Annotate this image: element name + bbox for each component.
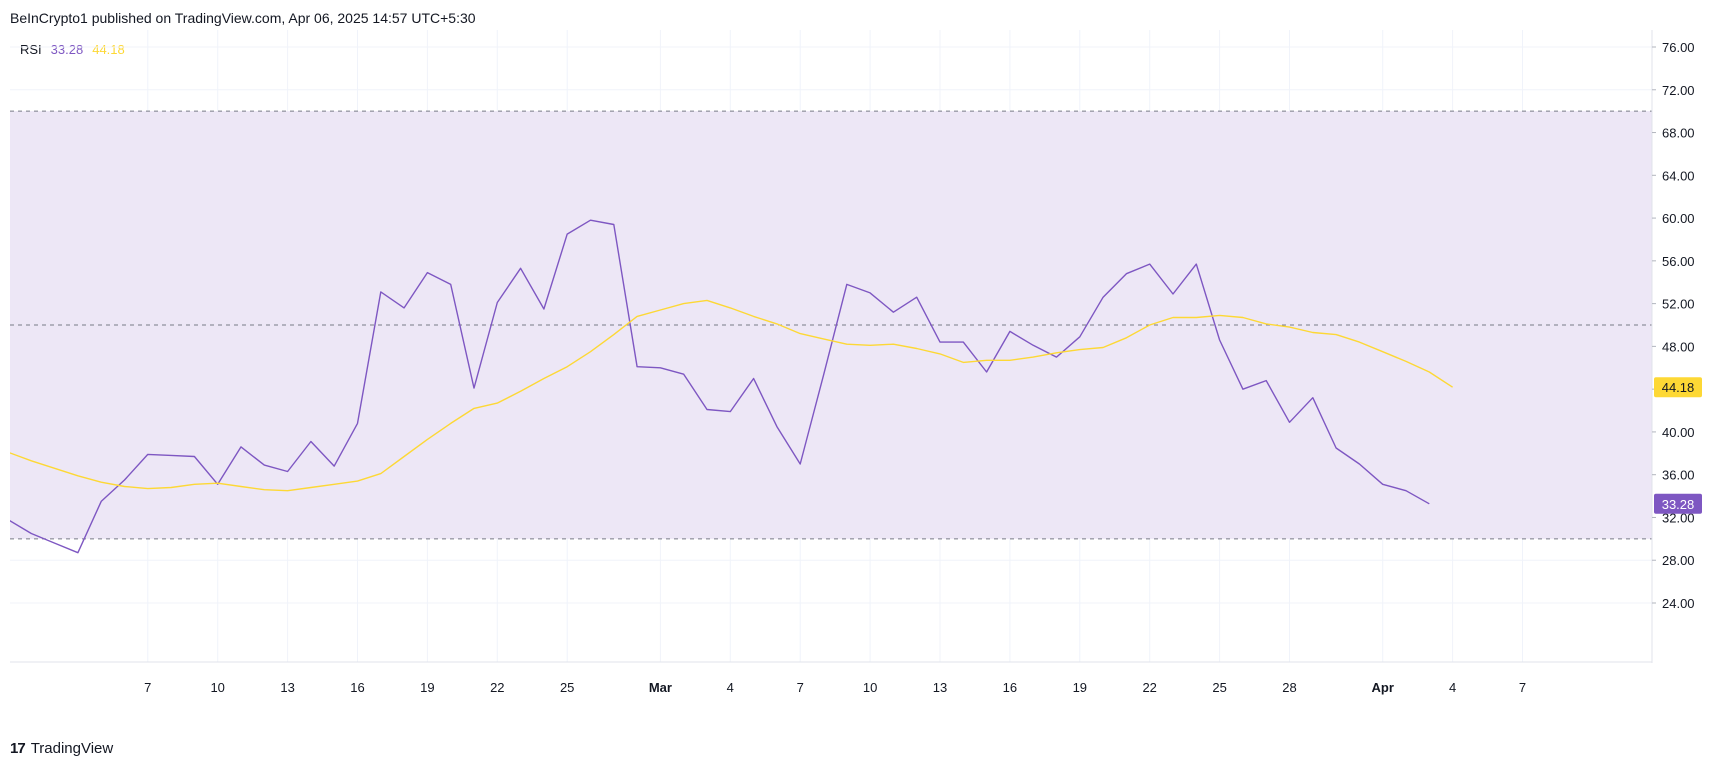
rsi-line[interactable] (8, 219, 1430, 554)
y-tick-label: 56.00 (1662, 254, 1695, 269)
rsi-ma-line-last-value: 44.18 (1662, 380, 1695, 395)
y-tick-label: 28.00 (1662, 553, 1695, 568)
x-tick-label: 13 (280, 680, 294, 695)
y-tick-label: 68.00 (1662, 126, 1695, 141)
tradingview-logo-text: TradingView (30, 740, 114, 757)
x-tick-label: 19 (1073, 680, 1087, 695)
x-tick-label: 10 (863, 680, 877, 695)
x-tick-label: Mar (649, 680, 672, 695)
y-tick-label: 24.00 (1662, 596, 1695, 611)
x-tick-label: 4 (727, 680, 734, 695)
y-tick-label: 32.00 (1662, 510, 1695, 525)
rsi-line-last-badge (1654, 493, 1702, 514)
x-tick-label: 19 (420, 680, 434, 695)
y-tick-label: 60.00 (1662, 211, 1695, 226)
x-tick-label: 7 (1519, 680, 1526, 695)
y-tick-label: 72.00 (1662, 83, 1695, 98)
legend-rsi-value: 33.28 (50, 42, 84, 57)
legend-ma-value: 44.18 (92, 42, 125, 57)
y-tick-label: 64.00 (1662, 168, 1695, 183)
rsi-ma-line[interactable] (8, 299, 1453, 492)
indicator-legend[interactable]: RSI 33.28 44.18 (20, 42, 125, 57)
x-tick-label: 10 (210, 680, 224, 695)
x-tick-label: 4 (1449, 680, 1456, 695)
y-tick-label: 52.00 (1662, 297, 1695, 312)
x-tick-label: 25 (1212, 680, 1226, 695)
publisher-line: BeInCrypto1 published on TradingView.com… (10, 10, 476, 26)
x-tick-label: 28 (1282, 680, 1296, 695)
tradingview-logo-icon: 17 (10, 740, 26, 757)
y-tick-label: 36.00 (1662, 468, 1695, 483)
y-tick-label: 48.00 (1662, 339, 1695, 354)
x-tick-label: 13 (933, 680, 947, 695)
rsi-line-last-value: 33.28 (1662, 497, 1695, 512)
y-tick-label: 40.00 (1662, 425, 1695, 440)
tradingview-logo[interactable]: 17 TradingView (10, 740, 113, 757)
x-tick-label: 25 (560, 680, 574, 695)
x-tick-label: Apr (1372, 680, 1394, 695)
x-tick-label: 7 (797, 680, 804, 695)
y-tick-label: 76.00 (1662, 40, 1695, 55)
x-tick-label: 7 (144, 680, 151, 695)
x-tick-label: 16 (350, 680, 364, 695)
x-tick-label: 16 (1003, 680, 1017, 695)
x-tick-label: 22 (490, 680, 504, 695)
x-tick-label: 22 (1142, 680, 1156, 695)
rsi-ma-line-last-badge (1654, 377, 1702, 398)
legend-indicator-name: RSI (20, 42, 42, 57)
